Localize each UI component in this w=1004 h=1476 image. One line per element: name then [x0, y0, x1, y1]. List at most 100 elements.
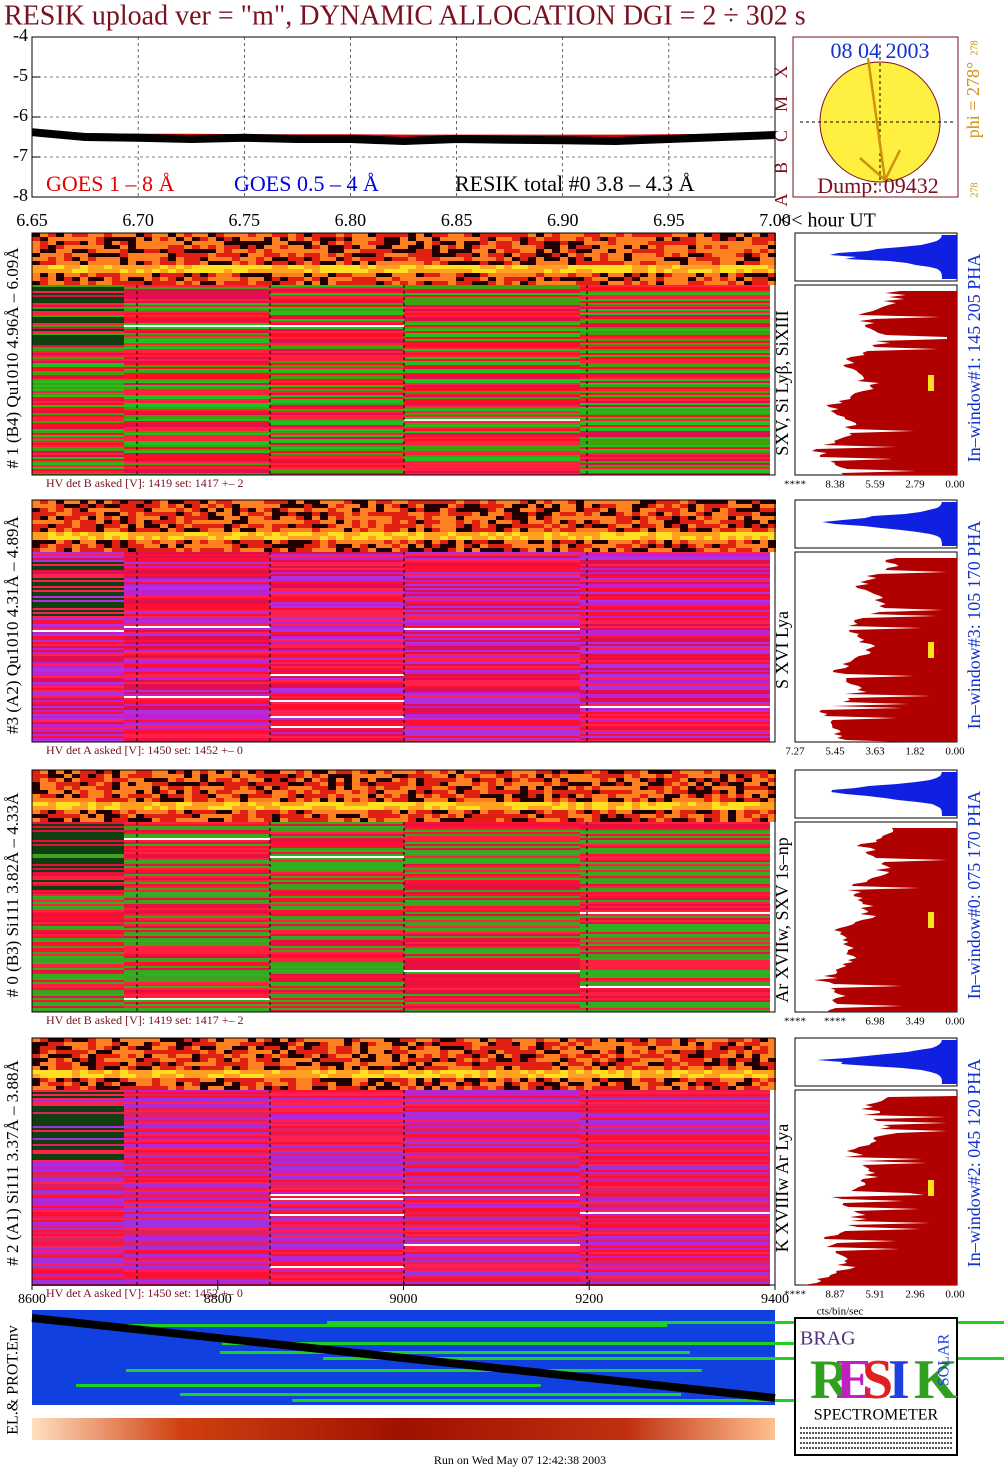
- image-row: [124, 584, 270, 586]
- strip-cell: [632, 536, 640, 540]
- strip-cell: [672, 261, 680, 265]
- strip-cell: [512, 237, 520, 241]
- image-row: [580, 676, 770, 678]
- strip-cell: [584, 782, 592, 786]
- strip-cell: [200, 778, 208, 782]
- image-row: [32, 313, 124, 315]
- strip-cell: [520, 277, 528, 281]
- strip-cell: [344, 770, 352, 774]
- strip-cell: [648, 548, 656, 552]
- strip-cell: [168, 524, 176, 528]
- image-row: [580, 303, 770, 305]
- strip-cell: [416, 790, 424, 794]
- strip-cell: [160, 237, 168, 241]
- strip-cell: [544, 802, 552, 806]
- strip-cell: [544, 794, 552, 798]
- strip-cell: [376, 281, 384, 285]
- strip-cell: [256, 798, 264, 802]
- image-row: [124, 628, 270, 630]
- strip-cell: [304, 548, 312, 552]
- strip-cell: [496, 520, 504, 524]
- strip-cell: [640, 237, 648, 241]
- strip-cell: [688, 512, 696, 516]
- strip-cell: [304, 536, 312, 540]
- strip-cell: [504, 237, 512, 241]
- strip-cell: [440, 241, 448, 245]
- strip-cell: [192, 249, 200, 253]
- strip-cell: [288, 524, 296, 528]
- strip-cell: [488, 790, 496, 794]
- strip-cell: [768, 532, 776, 536]
- strip-cell: [432, 508, 440, 512]
- image-row: [270, 341, 404, 343]
- strip-cell: [448, 528, 456, 532]
- strip-cell: [624, 770, 632, 774]
- image-row: [580, 556, 770, 558]
- strip-cell: [184, 273, 192, 277]
- strip-cell: [488, 520, 496, 524]
- x-tick-label: 7.00: [759, 210, 791, 230]
- strip-cell: [208, 536, 216, 540]
- strip-cell: [296, 810, 304, 814]
- strip-cell: [600, 273, 608, 277]
- strip-cell: [752, 540, 760, 544]
- strip-cell: [96, 778, 104, 782]
- strip-cell: [768, 281, 776, 285]
- strip-cell: [184, 536, 192, 540]
- strip-cell: [304, 269, 312, 273]
- strip-cell: [120, 774, 128, 778]
- strip-cell: [440, 798, 448, 802]
- strip-cell: [768, 786, 776, 790]
- strip-cell: [328, 774, 336, 778]
- image-row: [580, 944, 770, 946]
- strip-cell: [384, 548, 392, 552]
- strip-cell: [696, 241, 704, 245]
- image-row: [580, 638, 770, 640]
- strip-cell: [176, 233, 184, 237]
- strip-cell: [112, 778, 120, 782]
- image-row: [270, 606, 404, 608]
- image-row: [32, 415, 124, 417]
- strip-cell: [624, 806, 632, 810]
- image-row: [270, 714, 404, 716]
- image-row: [32, 389, 124, 391]
- image-row: [124, 373, 270, 375]
- strip-cell: [616, 814, 624, 818]
- image-row: [580, 576, 770, 578]
- image-row: [124, 646, 270, 648]
- strip-cell: [424, 281, 432, 285]
- strip-cell: [744, 273, 752, 277]
- strip-cell: [184, 532, 192, 536]
- strip-cell: [160, 782, 168, 786]
- strip-cell: [88, 810, 96, 814]
- strip-cell: [696, 814, 704, 818]
- image-row: [270, 558, 404, 560]
- strip-cell: [312, 241, 320, 245]
- strip-cell: [456, 245, 464, 249]
- strip-cell: [432, 281, 440, 285]
- strip-cell: [488, 524, 496, 528]
- image-row: [270, 421, 404, 423]
- image-row: [404, 345, 580, 347]
- strip-cell: [200, 770, 208, 774]
- strip-cell: [752, 520, 760, 524]
- strip-cell: [176, 237, 184, 241]
- strip-cell: [424, 265, 432, 269]
- image-row: [32, 375, 124, 377]
- image-row: [404, 371, 580, 373]
- image-row: [580, 726, 770, 728]
- image-row: [270, 700, 404, 702]
- strip-cell: [520, 249, 528, 253]
- strip-cell: [624, 241, 632, 245]
- strip-cell: [648, 778, 656, 782]
- strip-cell: [592, 281, 600, 285]
- image-row: [124, 876, 270, 878]
- strip-cell: [240, 520, 248, 524]
- strip-cell: [360, 269, 368, 273]
- strip-cell: [152, 810, 160, 814]
- strip-cell: [440, 273, 448, 277]
- strip-cell: [224, 512, 232, 516]
- strip-cell: [320, 245, 328, 249]
- strip-cell: [32, 770, 40, 774]
- image-row: [404, 435, 580, 437]
